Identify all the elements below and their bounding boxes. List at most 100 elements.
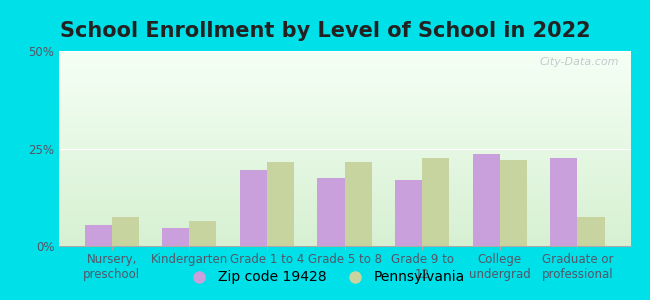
Bar	[58, 205, 630, 207]
Bar	[58, 55, 630, 57]
Bar	[58, 156, 630, 158]
Text: School Enrollment by Level of School in 2022: School Enrollment by Level of School in …	[60, 21, 590, 41]
Bar	[58, 160, 630, 162]
Bar	[58, 113, 630, 115]
Bar	[58, 68, 630, 70]
Bar	[58, 193, 630, 195]
Bar	[58, 127, 630, 129]
Bar	[58, 180, 630, 182]
Bar	[58, 154, 630, 156]
Bar	[58, 148, 630, 150]
Bar	[58, 220, 630, 223]
Bar	[58, 72, 630, 74]
Bar	[58, 70, 630, 72]
Bar	[58, 133, 630, 135]
Bar	[58, 96, 630, 98]
Bar	[58, 121, 630, 123]
Bar	[58, 107, 630, 110]
Bar	[58, 244, 630, 246]
Bar	[395, 180, 422, 246]
Bar	[58, 242, 630, 244]
Bar	[58, 110, 630, 111]
Bar	[58, 162, 630, 164]
Bar	[58, 223, 630, 224]
Bar	[58, 98, 630, 100]
Legend: Zip code 19428, Pennsylvania: Zip code 19428, Pennsylvania	[179, 265, 471, 290]
Bar	[58, 178, 630, 180]
Bar	[58, 207, 630, 209]
Bar	[58, 203, 630, 205]
Bar	[58, 191, 630, 193]
Bar	[112, 217, 139, 246]
Bar	[58, 211, 630, 213]
Bar	[58, 240, 630, 242]
Bar	[422, 158, 449, 246]
Bar	[58, 209, 630, 211]
Bar	[58, 78, 630, 80]
Bar	[58, 88, 630, 90]
Bar	[58, 182, 630, 184]
Bar	[267, 162, 294, 246]
Bar	[58, 125, 630, 127]
Bar	[58, 147, 630, 148]
Bar	[58, 67, 630, 68]
Bar	[58, 102, 630, 103]
Bar	[58, 84, 630, 86]
Bar	[500, 160, 527, 246]
Bar	[58, 115, 630, 117]
Bar	[58, 236, 630, 238]
Bar	[58, 229, 630, 230]
Bar	[58, 145, 630, 146]
Bar	[58, 64, 630, 67]
Bar	[58, 90, 630, 92]
Bar	[58, 176, 630, 178]
Bar	[58, 199, 630, 201]
Bar	[58, 158, 630, 160]
Bar	[58, 226, 630, 229]
Bar	[58, 86, 630, 88]
Bar	[58, 164, 630, 166]
Bar	[58, 80, 630, 82]
Bar	[58, 213, 630, 215]
Bar	[58, 74, 630, 76]
Bar	[58, 188, 630, 190]
Bar	[58, 51, 630, 53]
Bar	[58, 137, 630, 139]
Bar	[58, 76, 630, 78]
Bar	[58, 123, 630, 125]
Bar	[317, 178, 344, 246]
Bar	[58, 59, 630, 61]
Bar	[58, 57, 630, 59]
Bar	[58, 117, 630, 119]
Bar	[58, 230, 630, 232]
Bar	[58, 142, 630, 145]
Bar	[58, 61, 630, 63]
Bar	[58, 190, 630, 191]
Bar	[58, 63, 630, 64]
Bar	[58, 129, 630, 131]
Bar	[550, 158, 577, 246]
Bar	[58, 197, 630, 199]
Bar	[58, 119, 630, 121]
Text: City-Data.com: City-Data.com	[540, 57, 619, 67]
Bar	[58, 217, 630, 219]
Bar	[58, 184, 630, 185]
Bar	[58, 106, 630, 107]
Bar	[58, 139, 630, 141]
Bar	[58, 141, 630, 142]
Bar	[58, 53, 630, 55]
Bar	[58, 94, 630, 96]
Bar	[58, 170, 630, 172]
Bar	[58, 174, 630, 176]
Bar	[577, 217, 605, 246]
Bar	[58, 111, 630, 113]
Bar	[58, 135, 630, 137]
Bar	[58, 150, 630, 152]
Bar	[58, 234, 630, 236]
Bar	[473, 154, 500, 246]
Bar	[58, 92, 630, 94]
Bar	[58, 152, 630, 154]
Bar	[58, 224, 630, 226]
Bar	[58, 195, 630, 197]
Bar	[58, 201, 630, 203]
